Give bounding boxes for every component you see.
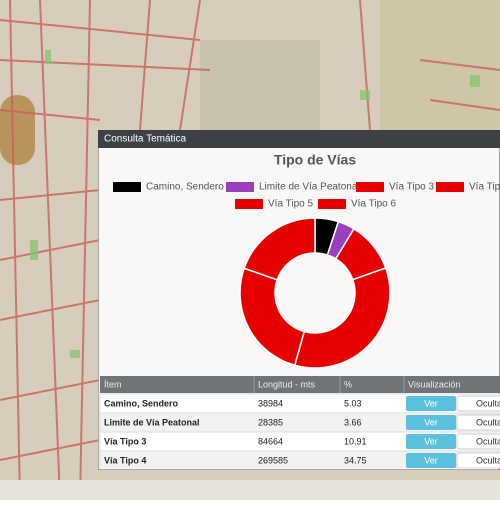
hide-button-label[interactable]: Ocultar [476,455,500,465]
donut-segment [293,267,391,369]
legend-swatch [235,199,263,209]
legend: Camino, Sendero Limite de Vía Peatonal Vía… [113,182,500,210]
row-item: Camino, Sendero [104,398,179,408]
show-button-label[interactable]: Ver [424,417,438,427]
hide-button-label[interactable]: Ocultar [476,436,500,446]
header-label: Longitud - mts [258,379,316,389]
show-button-label[interactable]: Ver [424,455,438,465]
dialog: Consulta Temática Tipo de Vías Camino, S… [98,130,500,470]
row-length: 28385 [258,417,283,427]
row-item: Vía Tipo 4 [104,455,146,465]
table: Ítem Longitud - mts% Visualización Camino, … [99,376,500,468]
show-button[interactable] [406,453,456,468]
row-item: Limite de Vía Peatonal [104,417,200,427]
legend-label: Camino, Sendero [146,182,224,193]
legend-swatch [356,182,384,192]
header-label: Visualización [408,379,460,389]
row-percent: 5.03 [344,398,362,408]
row-length: 269585 [258,455,288,465]
show-button-label[interactable]: Ver [424,436,438,446]
legend-label: Vía Tipo 6 [351,199,396,210]
dialog-title: Consulta Temática [104,134,187,145]
legend-swatch [318,199,346,209]
show-button[interactable] [406,434,456,449]
header-label: Ítem [104,379,122,389]
dialog-header [98,130,500,148]
legend-swatch [113,182,141,192]
table-row [99,450,500,468]
show-button-label[interactable]: Ver [424,398,438,408]
hide-button-label[interactable]: Ocultar [476,398,500,408]
table-header [100,376,500,393]
donut-segment [243,217,316,281]
legend-label: Vía Tipo 5 [268,199,313,210]
legend-label: Vía Tipo 4 [469,182,500,193]
row-length: 38984 [258,398,283,408]
legend-label: Vía Tipo 3 [389,182,434,193]
legend-label: Limite de Vía Peatonal [259,182,360,193]
show-button[interactable] [406,396,456,411]
legend-swatch [226,182,254,192]
donut [239,217,391,369]
hide-button[interactable] [456,395,500,412]
row-percent: 3.66 [344,417,362,427]
chart-title: Tipo de Vías [274,152,356,168]
hide-button-label[interactable]: Ocultar [476,417,500,427]
row-percent: 34.75 [344,455,367,465]
hide-button[interactable] [456,414,500,431]
hide-button[interactable] [456,433,500,450]
show-button[interactable] [406,415,456,430]
header-label: % [344,379,352,389]
legend-swatch [436,182,464,192]
row-item: Vía Tipo 3 [104,436,146,446]
hide-button[interactable] [456,452,500,468]
row-length: 84664 [258,436,283,446]
row-percent: 10.91 [344,436,367,446]
